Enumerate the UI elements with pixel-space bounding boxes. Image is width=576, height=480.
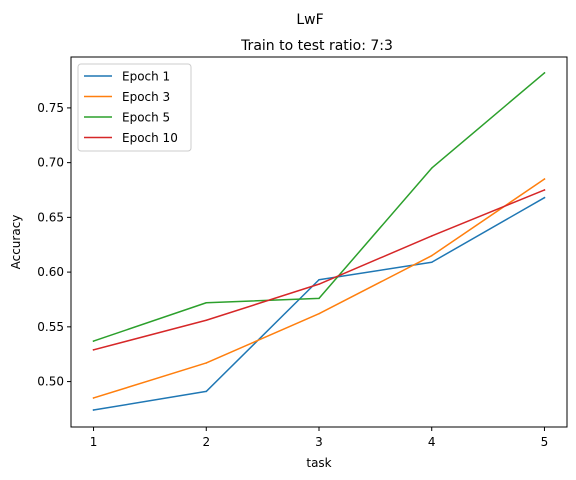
- legend-label: Epoch 10: [122, 131, 178, 145]
- legend-entry: Epoch 3: [84, 90, 170, 104]
- data-point: [543, 196, 546, 199]
- data-point: [318, 279, 320, 281]
- ticks-layer: 1 2 3 4 5 0.50 0.55 0.60 0.65 0.70 0.75: [37, 101, 548, 449]
- x-tick-label: 3: [315, 435, 323, 449]
- y-tick-label: 0.60: [37, 265, 64, 279]
- data-point: [205, 390, 208, 393]
- chart-title: Train to test ratio: 7:3: [240, 38, 393, 54]
- legend: Epoch 1 Epoch 3 Epoch 5 Epoch 10: [77, 63, 192, 152]
- data-point: [318, 312, 320, 315]
- data-point: [543, 189, 546, 191]
- legend-label: Epoch 3: [122, 90, 170, 104]
- y-axis-label: Accuracy: [9, 215, 23, 270]
- data-point: [318, 297, 320, 300]
- legend-entry: Epoch 5: [84, 111, 170, 125]
- data-point: [205, 319, 208, 322]
- data-point: [430, 235, 433, 237]
- legend-label: Epoch 1: [122, 70, 170, 84]
- data-point: [430, 261, 433, 264]
- x-tick-label: 2: [202, 435, 210, 449]
- y-tick-label: 0.50: [37, 375, 64, 389]
- series-line-epoch-3: [92, 178, 546, 399]
- data-point: [205, 362, 208, 364]
- data-point: [543, 72, 546, 74]
- series-line-epoch-10: [92, 189, 546, 351]
- y-tick-label: 0.65: [37, 210, 64, 224]
- x-tick-label: 5: [541, 435, 549, 449]
- series-layer: [92, 71, 546, 411]
- legend-entry: Epoch 1: [84, 70, 170, 84]
- data-point: [318, 283, 320, 285]
- y-tick-label: 0.70: [37, 156, 64, 170]
- legend-label: Epoch 5: [122, 111, 170, 125]
- series-line-epoch-1: [92, 196, 546, 411]
- data-point: [92, 349, 95, 351]
- data-point: [543, 178, 546, 180]
- x-tick-label: 1: [90, 435, 98, 449]
- y-tick-label: 0.55: [37, 320, 64, 334]
- data-point: [92, 409, 95, 411]
- figure-suptitle: LwF: [296, 12, 323, 28]
- x-axis-label: task: [306, 456, 331, 470]
- data-point: [205, 302, 208, 304]
- y-tick-label: 0.75: [37, 101, 64, 115]
- data-point: [430, 167, 433, 169]
- data-point: [430, 254, 433, 257]
- legend-entry: Epoch 10: [84, 131, 178, 145]
- legend-box: [77, 63, 192, 152]
- data-point: [92, 397, 95, 399]
- data-point: [92, 340, 95, 342]
- x-tick-label: 4: [428, 435, 436, 449]
- plot-frame: [70, 56, 568, 428]
